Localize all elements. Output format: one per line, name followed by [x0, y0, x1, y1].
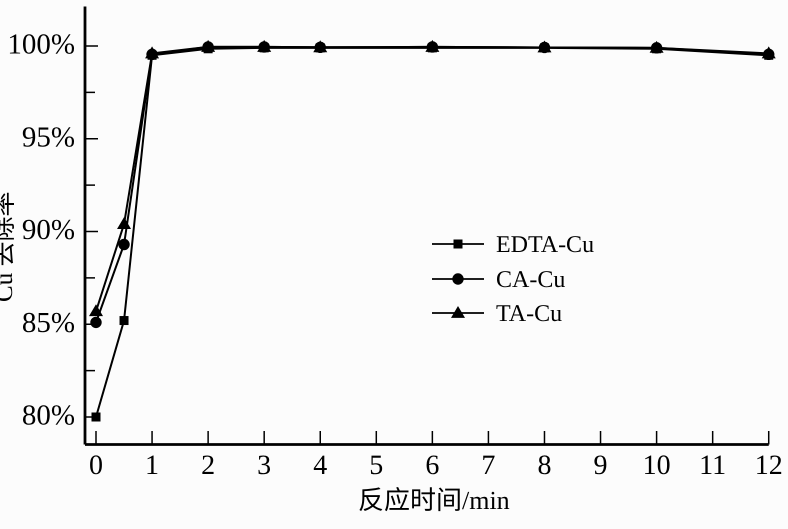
svg-text:7: 7 [481, 450, 495, 481]
svg-text:2: 2 [201, 450, 215, 481]
svg-text:90%: 90% [22, 214, 75, 246]
svg-text:CA-Cu: CA-Cu [496, 267, 565, 293]
svg-text:0: 0 [89, 450, 103, 481]
svg-text:反应时间/min: 反应时间/min [358, 486, 510, 515]
svg-text:10: 10 [643, 450, 671, 481]
svg-text:12: 12 [755, 450, 783, 481]
svg-text:8: 8 [537, 450, 551, 481]
svg-text:9: 9 [594, 450, 608, 481]
svg-text:4: 4 [313, 450, 327, 481]
svg-text:11: 11 [699, 450, 726, 481]
svg-text:1: 1 [145, 450, 159, 481]
svg-text:TA-Cu: TA-Cu [496, 301, 562, 327]
svg-text:6: 6 [425, 450, 439, 481]
svg-text:100%: 100% [7, 29, 75, 61]
svg-text:EDTA-Cu: EDTA-Cu [496, 232, 594, 258]
svg-text:5: 5 [369, 450, 383, 481]
svg-text:Cu 去除率: Cu 去除率 [0, 192, 18, 302]
svg-text:3: 3 [257, 450, 271, 481]
svg-text:95%: 95% [22, 121, 75, 153]
svg-text:85%: 85% [22, 307, 75, 339]
svg-text:80%: 80% [22, 400, 75, 432]
